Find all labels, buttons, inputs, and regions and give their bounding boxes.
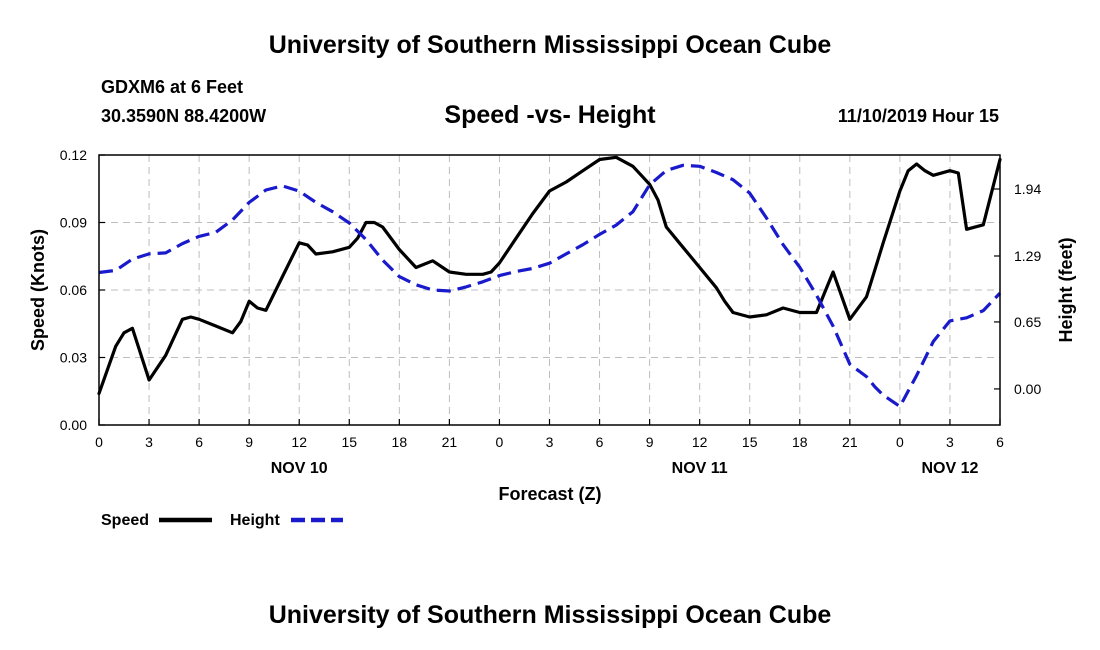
x-tick-label: 18 xyxy=(392,434,408,450)
x-tick-label: 0 xyxy=(95,434,103,450)
x-tick-label: 12 xyxy=(291,434,307,450)
y-axis-right-label: Height (feet) xyxy=(1056,238,1076,343)
valid-time-label: 11/10/2019 Hour 15 xyxy=(837,106,999,126)
x-tick-label: 0 xyxy=(496,434,504,450)
station-label: GDXM6 at 6 Feet xyxy=(101,77,244,97)
y-right-tick-label: 1.29 xyxy=(1014,248,1041,264)
y-axis-left-label: Speed (Knots) xyxy=(28,229,48,351)
y-left-tick-label: 0.00 xyxy=(60,417,87,433)
height-series-line xyxy=(98,163,1002,409)
page-title-bottom: University of Southern Mississippi Ocean… xyxy=(268,601,832,629)
x-tick-label: 21 xyxy=(842,434,858,450)
date-label: NOV 12 xyxy=(921,460,978,477)
x-tick-label: 18 xyxy=(792,434,808,450)
legend-speed-label: Speed xyxy=(101,512,149,529)
x-tick-label: 3 xyxy=(946,434,954,450)
y-right-tick-label: 0.65 xyxy=(1014,314,1041,330)
x-tick-label: 6 xyxy=(195,434,203,450)
page-title-top: University of Southern Mississippi Ocean… xyxy=(268,31,832,59)
speed-series-line xyxy=(97,155,1002,396)
x-tick-label: 15 xyxy=(341,434,357,450)
coords-label: 30.3590N 88.4200W xyxy=(101,106,267,126)
y-left-tick-label: 0.12 xyxy=(60,147,87,163)
x-tick-label: 12 xyxy=(692,434,708,450)
y-left-tick-label: 0.03 xyxy=(60,350,87,366)
y-left-tick-label: 0.09 xyxy=(60,215,87,231)
x-axis-label: Forecast (Z) xyxy=(498,484,601,504)
x-tick-label: 6 xyxy=(996,434,1004,450)
y-right-tick-label: 0.00 xyxy=(1014,381,1041,397)
x-tick-label: 9 xyxy=(245,434,253,450)
x-tick-label: 3 xyxy=(145,434,153,450)
plot-title: Speed -vs- Height xyxy=(444,101,656,129)
date-label: NOV 10 xyxy=(271,460,328,477)
x-tick-label: 9 xyxy=(646,434,654,450)
x-tick-label: 15 xyxy=(742,434,758,450)
y-left-tick-label: 0.06 xyxy=(60,282,87,298)
x-tick-label: 0 xyxy=(896,434,904,450)
legend-height-label: Height xyxy=(230,512,280,529)
y-right-tick-label: 1.94 xyxy=(1014,181,1041,197)
x-tick-label: 3 xyxy=(546,434,554,450)
x-tick-label: 21 xyxy=(442,434,458,450)
date-label: NOV 11 xyxy=(672,460,728,477)
x-tick-label: 6 xyxy=(596,434,604,450)
